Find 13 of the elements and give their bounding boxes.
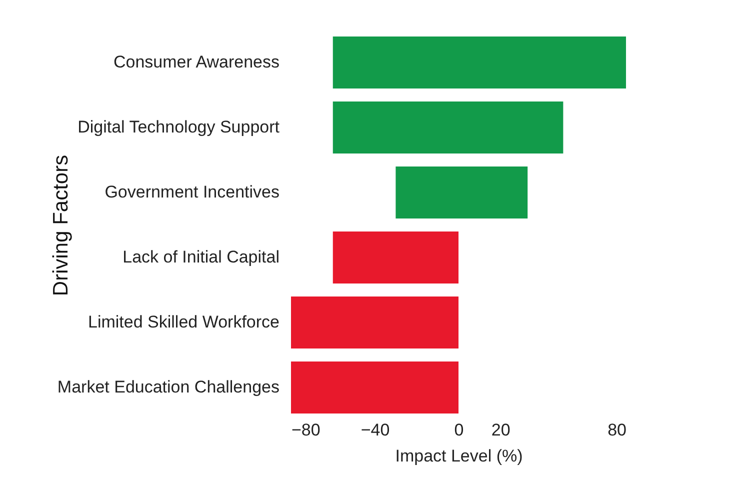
y-tick-label: Consumer Awareness [114, 52, 280, 72]
y-axis-title: Driving Factors [50, 154, 72, 296]
x-tick-label: −80 [292, 420, 320, 440]
y-tick-label: Lack of Initial Capital [122, 248, 280, 266]
y-tick-label: Government Incentives [104, 182, 280, 202]
y-tick-label: Limited Skilled Workforce [88, 312, 280, 332]
x-tick-label: 20 [491, 420, 510, 440]
y-tick-label: Market Education Challenges [57, 378, 280, 396]
y-tick-label: Digital Technology Support [78, 118, 280, 136]
x-tick-label: 80 [608, 420, 626, 440]
x-tick-label: −40 [360, 420, 390, 440]
x-tick-label: 0 [454, 420, 464, 440]
x-axis-title: Impact Level (%) [395, 446, 523, 466]
